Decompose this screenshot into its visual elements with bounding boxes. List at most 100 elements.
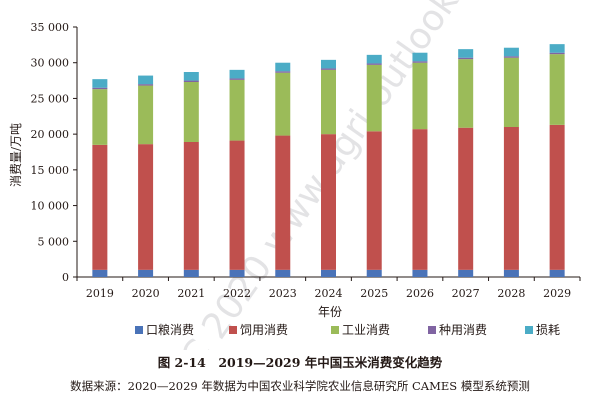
bar-segment: [183, 82, 199, 142]
bar-segment: [458, 127, 474, 270]
bar-segment: [366, 269, 382, 277]
bar-segment: [549, 44, 565, 53]
bar-segment: [458, 57, 474, 60]
bar-segment: [183, 80, 199, 82]
bar-segment: [321, 269, 336, 277]
bar-segment: [92, 269, 108, 277]
bar-stack-2023: [275, 62, 291, 277]
y-tick-label: 5 000: [38, 235, 70, 248]
y-tick-label: 35 000: [31, 21, 70, 34]
bar-stack-2022: [229, 69, 245, 277]
bar-segment: [458, 49, 474, 58]
bar-segment: [366, 64, 382, 132]
bar-segment: [549, 269, 565, 277]
bar-segment: [412, 52, 428, 62]
legend-swatch: [525, 326, 533, 334]
bar-segment: [549, 52, 565, 55]
bar-segment: [229, 269, 245, 277]
bar-segment: [138, 84, 154, 86]
bar-segment: [549, 124, 565, 270]
legend-label: 饲用消费: [240, 323, 288, 337]
x-tick-label: 2026: [406, 287, 434, 300]
bar-segment: [138, 144, 154, 270]
x-tick-label: 2028: [497, 287, 525, 300]
bar-segment: [229, 69, 245, 79]
y-tick-label: 30 000: [31, 57, 70, 70]
bar-segment: [321, 59, 336, 69]
y-axis-title: 消费量/万吨: [9, 123, 23, 187]
bar-stack-2026: [412, 52, 428, 277]
bar-segment: [549, 54, 565, 125]
bar-stack-2025: [366, 54, 382, 277]
bar-segment: [275, 71, 291, 73]
legend-label: 口粮消费: [146, 322, 194, 337]
bar-segment: [92, 79, 108, 88]
bars: [92, 44, 565, 277]
bar-segment: [229, 79, 245, 141]
bar-segment: [321, 134, 336, 270]
bar-segment: [366, 63, 382, 65]
bar-segment: [92, 87, 108, 90]
bar-segment: [321, 69, 336, 135]
x-tick-label: 2027: [452, 287, 480, 300]
x-tick-label: 2022: [223, 287, 251, 300]
x-tick-label: 2025: [360, 287, 388, 300]
bar-segment: [275, 269, 291, 277]
bar-segment: [275, 135, 291, 270]
figure-caption: 图 2-14 2019—2029 年中国玉米消费变化趋势: [157, 355, 443, 370]
y-tick-label: 20 000: [31, 128, 70, 141]
bar-segment: [458, 269, 474, 277]
legend-swatch: [135, 326, 143, 334]
legend-label: 工业消费: [342, 323, 390, 337]
x-tick-label: 2029: [543, 287, 571, 300]
bar-stack-2019: [92, 79, 108, 277]
bar-stack-2029: [549, 44, 565, 277]
bar-segment: [412, 129, 428, 270]
axes: 0 5 000 10 000 15 000 20 000 25 000 30 000 35 0…: [31, 21, 581, 300]
bar-segment: [366, 54, 382, 64]
bar-segment: [412, 61, 428, 63]
bar-segment: [503, 269, 519, 277]
bar-segment: [183, 72, 199, 81]
y-tick-label: 15 000: [31, 164, 70, 177]
legend-swatch: [229, 326, 237, 334]
x-tick-label: 2023: [269, 287, 297, 300]
y-tick-label: 10 000: [31, 200, 70, 213]
bar-stack-2021: [183, 72, 199, 277]
bar-stack-2024: [321, 59, 336, 277]
legend-label: 损耗: [536, 323, 560, 337]
legend-label: 种用消费: [439, 323, 487, 337]
bar-segment: [412, 62, 428, 130]
bar-segment: [503, 56, 519, 58]
bar-segment: [138, 269, 154, 277]
y-tick-label: 25 000: [31, 92, 70, 105]
x-tick-label: 2024: [315, 287, 343, 300]
bar-segment: [503, 127, 519, 270]
bar-segment: [92, 89, 108, 145]
bar-segment: [138, 85, 154, 145]
bar-segment: [503, 57, 519, 127]
bar-segment: [229, 78, 245, 80]
bar-segment: [503, 47, 519, 57]
bar-segment: [275, 72, 291, 136]
legend-swatch: [428, 326, 436, 334]
bar-segment: [183, 269, 199, 277]
legend-swatch: [331, 326, 339, 334]
bar-segment: [138, 75, 154, 85]
x-tick-label: 2021: [177, 287, 205, 300]
bar-segment: [458, 59, 474, 128]
data-source-note: 数据来源：2020—2029 年数据为中国农业科学院农业信息研究所 CAMES …: [70, 379, 530, 393]
x-tick-label: 2019: [86, 287, 114, 300]
bar-segment: [321, 68, 336, 70]
x-axis-title: 年份: [318, 305, 342, 319]
bar-segment: [229, 140, 245, 270]
bar-segment: [275, 62, 291, 72]
bar-stack-2028: [503, 47, 519, 277]
bar-segment: [412, 269, 428, 277]
bar-stack-2027: [458, 49, 474, 277]
bar-segment: [92, 144, 108, 270]
x-tick-label: 2020: [132, 287, 160, 300]
legend: 口粮消费 饲用消费 工业消费 种用消费 损耗: [135, 322, 560, 337]
y-tick-label: 0: [62, 271, 69, 284]
